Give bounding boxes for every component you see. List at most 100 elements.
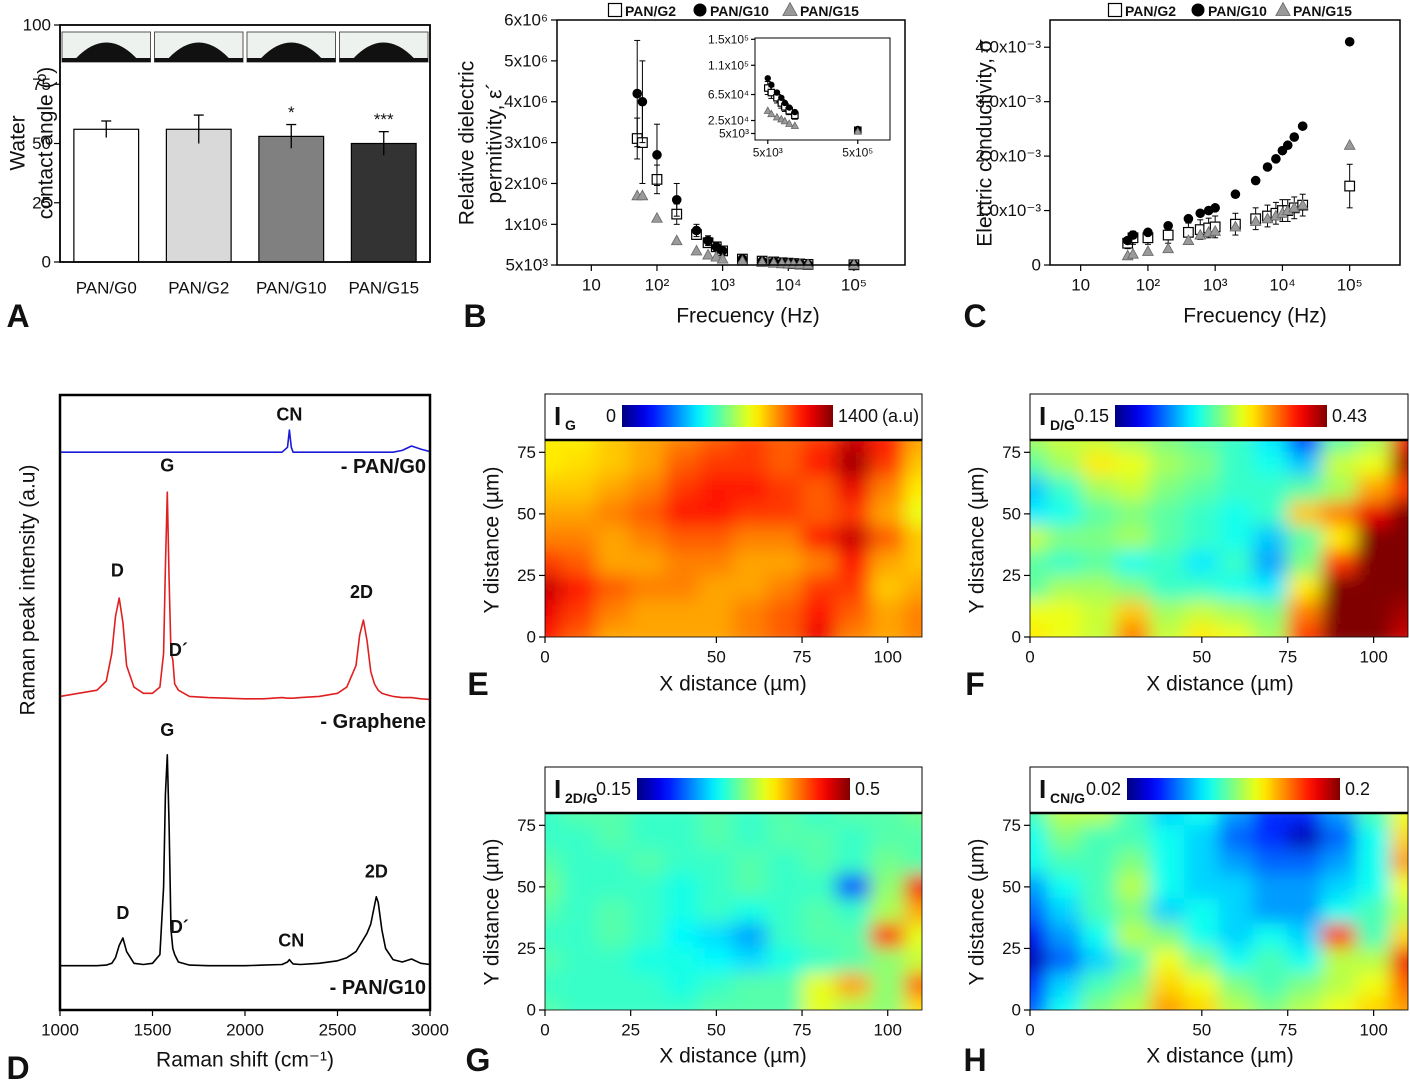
y-tick-label: 1.1x10⁵ (708, 58, 749, 72)
heatmap-cell (1218, 997, 1254, 1010)
heatmap-cell (801, 947, 837, 974)
heatmap-cell (1046, 849, 1083, 876)
y-tick-label: 25 (32, 193, 51, 212)
heatmap-cell (545, 525, 563, 552)
heatmap-cell (561, 451, 597, 478)
panel-letter: B (463, 298, 486, 334)
heatmap-cell (1115, 440, 1151, 453)
data-point (651, 211, 663, 223)
heatmap-cell (835, 574, 872, 601)
y-tick-label: 0 (1012, 1001, 1021, 1020)
heatmap-cell (664, 947, 700, 974)
panel-letter: C (963, 298, 986, 334)
heatmap-cell (1287, 451, 1323, 478)
heatmap-cell (1287, 849, 1323, 876)
heatmap-cell (1321, 550, 1357, 576)
heatmap-cell (561, 874, 597, 900)
plot-frame (544, 439, 923, 638)
heatmap-cell (698, 824, 734, 851)
heatmap-cell (1030, 476, 1048, 503)
legend-marker (1275, 1, 1291, 16)
colorbar (637, 778, 850, 800)
heatmap-cell (561, 599, 597, 626)
heatmap-cell (1149, 501, 1186, 527)
heatmap-cell (545, 824, 563, 851)
heatmap-cell (1115, 898, 1151, 925)
inset-background (755, 38, 890, 140)
heatmap-cell (1184, 898, 1220, 925)
droplet (353, 42, 414, 58)
heatmap-cell (1046, 947, 1083, 974)
data-point (780, 116, 790, 125)
heatmap-cell (1184, 550, 1220, 576)
heatmap-cell (630, 947, 666, 974)
heatmap-cell (1081, 451, 1117, 478)
heatmap-cell (1355, 574, 1392, 601)
data-point (1344, 36, 1355, 47)
heatmap-cell (1355, 476, 1392, 503)
heatmap-cell (630, 624, 666, 637)
plot-frame (1029, 812, 1409, 1011)
plot-frame (1049, 19, 1401, 266)
heatmap-cell (904, 923, 922, 949)
heatmap-cell (1287, 440, 1323, 453)
heatmap-cell (767, 440, 803, 453)
data-point (847, 258, 860, 270)
heatmap-cell (1149, 599, 1186, 626)
heatmap-cell (664, 440, 700, 453)
heatmap-cell (1149, 898, 1186, 925)
heatmap-cell (1355, 813, 1392, 826)
heatmap-cells (1030, 813, 1408, 1010)
heatmap-cell (1218, 972, 1254, 999)
droplet-substrate (247, 58, 336, 62)
data-point (781, 99, 789, 107)
heatmap-cell (1030, 972, 1048, 999)
heatmap-cell (1030, 501, 1048, 527)
legend-marker (782, 1, 798, 16)
x-tick-label: 0 (1025, 647, 1034, 666)
heatmap-cell (904, 451, 922, 478)
heatmap-cell (1390, 997, 1408, 1010)
heatmap-cell (733, 624, 769, 637)
heatmap-cell (664, 824, 700, 851)
heatmap-cell (545, 849, 563, 876)
data-point (1249, 215, 1262, 226)
heatmap-cell (698, 599, 734, 626)
map-title-sub: 2D/G (565, 790, 598, 806)
x-tick-label: PAN/G15 (348, 279, 419, 298)
heatmap-cell (835, 440, 872, 453)
heatmap-cell (1355, 874, 1392, 900)
heatmap-cell (1252, 813, 1289, 826)
heatmap-cell (545, 947, 563, 974)
droplet (261, 42, 322, 58)
heatmap-cell (1030, 599, 1048, 626)
heatmap-cell (561, 624, 597, 637)
heatmap-cell (801, 599, 837, 626)
heatmap (545, 813, 922, 1010)
heatmap-cell (1390, 624, 1408, 637)
heatmap-cell (1184, 997, 1220, 1010)
heatmap-cell (1081, 599, 1117, 626)
heatmap-cell (1321, 824, 1357, 851)
heatmap-cell (835, 972, 872, 999)
heatmap-cell (1218, 440, 1254, 453)
heatmap-cell (1046, 501, 1083, 527)
heatmap-cell (1115, 813, 1151, 826)
plot-frame (754, 37, 891, 141)
heatmap-cell (1252, 849, 1289, 876)
heatmap-cell (595, 501, 632, 527)
plot-frame (1029, 439, 1409, 638)
heatmap-cell (801, 574, 837, 601)
heatmap-cell (1287, 997, 1323, 1010)
heatmap-cell (545, 574, 563, 601)
peak-label: G (160, 720, 174, 740)
heatmap-cell (801, 550, 837, 576)
heatmap-cell (1321, 440, 1357, 453)
heatmap-cell (1115, 574, 1151, 601)
data-point (691, 225, 702, 236)
peak-label: G (160, 456, 174, 476)
heatmap-cell (1115, 972, 1151, 999)
x-tick-label: 100 (1359, 1020, 1387, 1039)
heatmap-cell (1252, 476, 1289, 503)
